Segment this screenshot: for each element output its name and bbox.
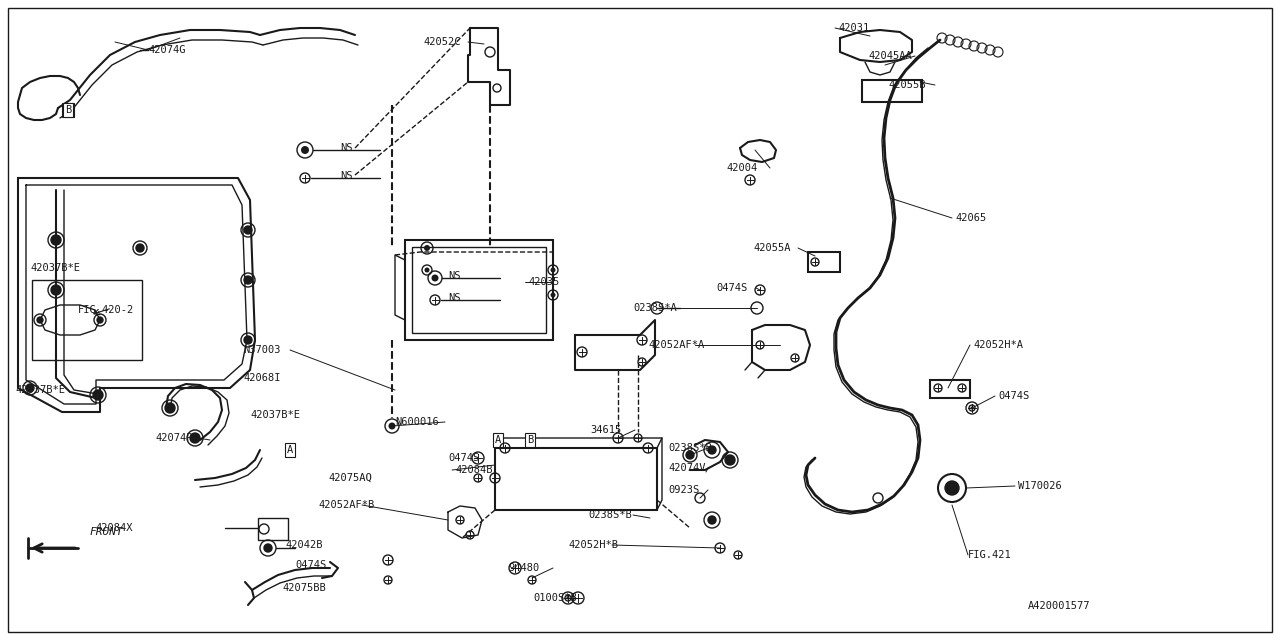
- Text: 42004: 42004: [726, 163, 758, 173]
- Circle shape: [424, 245, 430, 251]
- Text: FIG.421: FIG.421: [968, 550, 1011, 560]
- Circle shape: [425, 268, 430, 273]
- Text: 42052H*A: 42052H*A: [973, 340, 1023, 350]
- Circle shape: [136, 244, 143, 252]
- Circle shape: [244, 336, 252, 344]
- Circle shape: [686, 451, 694, 459]
- Text: 0474S: 0474S: [998, 391, 1029, 401]
- Circle shape: [431, 275, 439, 282]
- Text: A420001577: A420001577: [1028, 601, 1091, 611]
- Text: NS: NS: [340, 143, 352, 153]
- Text: 42052AF*B: 42052AF*B: [317, 500, 374, 510]
- Text: 0238S*B: 0238S*B: [668, 443, 712, 453]
- Circle shape: [26, 384, 35, 392]
- Bar: [412, 247, 547, 333]
- Text: B: B: [65, 105, 72, 115]
- Text: 42037B*E: 42037B*E: [15, 385, 65, 395]
- Text: 42084B: 42084B: [454, 465, 493, 475]
- Text: NS: NS: [448, 271, 461, 281]
- Text: FRONT: FRONT: [90, 527, 124, 537]
- Text: 94480: 94480: [508, 563, 539, 573]
- Text: 42075AQ: 42075AQ: [328, 473, 371, 483]
- Circle shape: [550, 292, 556, 298]
- Text: 42042B: 42042B: [285, 540, 323, 550]
- Text: B: B: [64, 105, 72, 115]
- Text: 42037B*E: 42037B*E: [29, 263, 79, 273]
- Circle shape: [389, 422, 396, 429]
- Circle shape: [51, 285, 61, 295]
- Text: 0474S: 0474S: [294, 560, 326, 570]
- Text: 42052C: 42052C: [422, 37, 461, 47]
- Text: 42055A: 42055A: [753, 243, 791, 253]
- Circle shape: [189, 433, 200, 443]
- Circle shape: [945, 481, 959, 495]
- Circle shape: [93, 390, 102, 400]
- Text: N37003: N37003: [243, 345, 280, 355]
- Circle shape: [264, 544, 273, 552]
- Text: A: A: [495, 435, 502, 445]
- Circle shape: [708, 516, 716, 524]
- Text: 42074P: 42074P: [155, 433, 192, 443]
- Text: 42055B: 42055B: [888, 80, 925, 90]
- Bar: [495, 448, 657, 510]
- Bar: [259, 518, 288, 540]
- Circle shape: [165, 403, 175, 413]
- Circle shape: [708, 446, 716, 454]
- Text: 0238S*A: 0238S*A: [634, 303, 677, 313]
- Text: 42065: 42065: [955, 213, 987, 223]
- Text: 42074V: 42074V: [668, 463, 705, 473]
- Bar: [861, 80, 922, 102]
- Text: 42052H*B: 42052H*B: [568, 540, 618, 550]
- Circle shape: [37, 317, 44, 323]
- Text: NS: NS: [340, 171, 352, 181]
- Text: 0923S: 0923S: [668, 485, 699, 495]
- Text: A: A: [287, 445, 293, 455]
- Text: 0474S: 0474S: [448, 453, 479, 463]
- Text: 0100S*B: 0100S*B: [532, 593, 577, 603]
- Circle shape: [97, 317, 102, 323]
- Text: 34615: 34615: [590, 425, 621, 435]
- Circle shape: [970, 406, 974, 410]
- Text: 42075BB: 42075BB: [282, 583, 325, 593]
- Circle shape: [550, 268, 556, 273]
- Text: 42035: 42035: [529, 277, 559, 287]
- Text: 0238S*B: 0238S*B: [588, 510, 632, 520]
- Text: 42031: 42031: [838, 23, 869, 33]
- Text: 42052AF*A: 42052AF*A: [648, 340, 704, 350]
- Circle shape: [51, 235, 61, 245]
- Text: W170026: W170026: [1018, 481, 1061, 491]
- Text: N600016: N600016: [396, 417, 439, 427]
- Text: 0474S: 0474S: [716, 283, 748, 293]
- Circle shape: [244, 226, 252, 234]
- Bar: [808, 252, 840, 272]
- Circle shape: [567, 596, 570, 600]
- Bar: [931, 380, 970, 398]
- Text: FIG.420-2: FIG.420-2: [78, 305, 134, 315]
- Bar: [404, 240, 553, 340]
- Text: 42037B*E: 42037B*E: [250, 410, 300, 420]
- Text: 42084X: 42084X: [95, 523, 133, 533]
- Text: NS: NS: [448, 293, 461, 303]
- Text: 42045AA: 42045AA: [868, 51, 911, 61]
- Circle shape: [244, 276, 252, 284]
- Circle shape: [301, 146, 308, 154]
- Circle shape: [724, 455, 735, 465]
- Text: 42074G: 42074G: [148, 45, 186, 55]
- Text: B: B: [527, 435, 534, 445]
- Text: 42068I: 42068I: [243, 373, 280, 383]
- Bar: [32, 280, 142, 360]
